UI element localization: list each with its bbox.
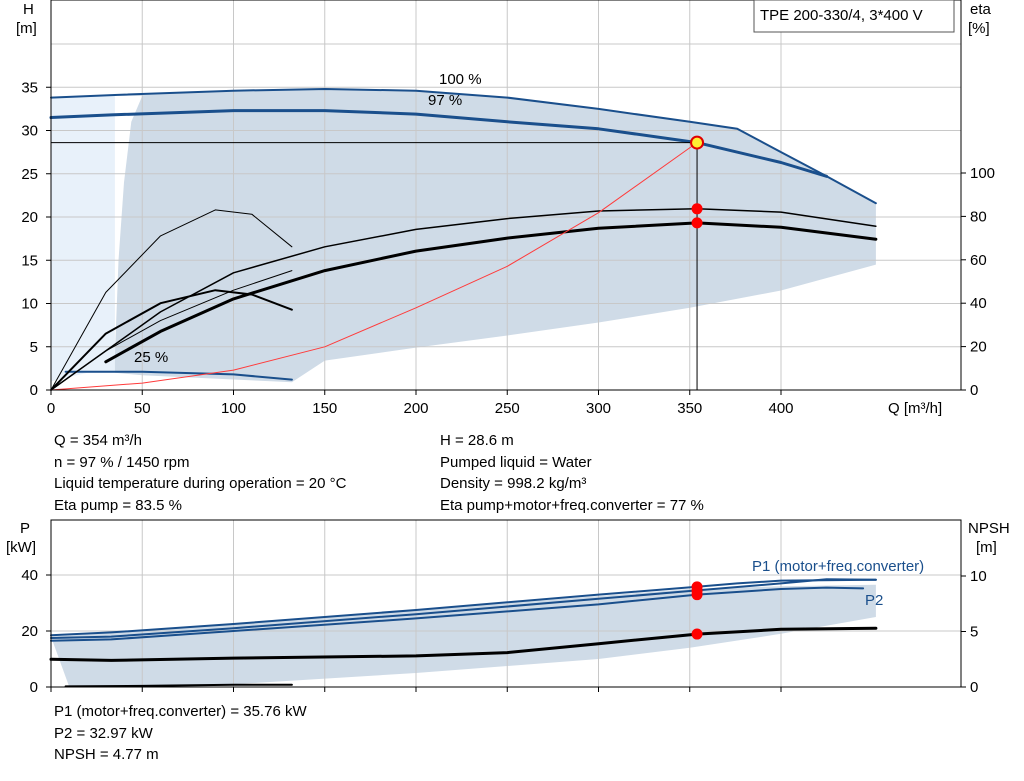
top-yr-tick-label-5: 100 bbox=[970, 165, 995, 182]
top-frame bbox=[50, 0, 962, 391]
info-block-right: H = 28.6 m Pumped liquid = Water Density… bbox=[440, 430, 704, 516]
top-y-tick-label-2: 10 bbox=[21, 296, 38, 313]
top-y-tick-label-0: 0 bbox=[30, 382, 38, 399]
top-y-tick-label-7: 35 bbox=[21, 79, 38, 96]
top-y-axis-label-2: [m] bbox=[16, 20, 37, 37]
top-x-tick-label-3: 150 bbox=[312, 400, 337, 417]
bottom-series-3 bbox=[49, 626, 878, 662]
top-x-axis-label: Q [m³/h] bbox=[888, 400, 942, 417]
info-density: Density = 998.2 kg/m³ bbox=[440, 475, 587, 492]
top-series-2 bbox=[64, 370, 293, 381]
top-y-tick-label-4: 20 bbox=[21, 209, 38, 226]
top-series-4 bbox=[104, 221, 878, 364]
info-eta-total: Eta pump+motor+freq.converter = 77 % bbox=[440, 496, 704, 514]
top-yr-axis-label-1: eta bbox=[970, 1, 992, 18]
top-series-7 bbox=[50, 270, 293, 391]
top-y-axis-label-1: H bbox=[23, 1, 34, 18]
bottom-yr-tick-label-1: 5 bbox=[970, 624, 978, 641]
bottom-y-tick-label-2: 40 bbox=[21, 567, 38, 584]
chart-title-box bbox=[753, 0, 955, 33]
info-liquid: Pumped liquid = Water bbox=[440, 453, 592, 471]
top-series-3 bbox=[50, 208, 877, 391]
info-speed: n = 97 % / 1450 rpm bbox=[54, 453, 190, 471]
info-p1: P1 (motor+freq.converter) = 35.76 kW bbox=[54, 703, 307, 720]
top-envelope bbox=[114, 89, 876, 383]
top-x-tick-label-0: 0 bbox=[47, 400, 55, 417]
label-25-percent: 25 % bbox=[134, 349, 168, 366]
info-block-left: Q = 354 m³/h n = 97 % / 1450 rpm Liquid … bbox=[54, 430, 346, 516]
top-yr-tick-label-0: 0 bbox=[970, 382, 978, 399]
bottom-frame bbox=[50, 519, 962, 688]
top-series-8 bbox=[50, 142, 698, 391]
top-yr-tick-label-2: 40 bbox=[970, 295, 987, 312]
top-series-6 bbox=[50, 289, 293, 391]
top-series-0 bbox=[50, 88, 877, 205]
bottom-series-4 bbox=[64, 683, 293, 688]
top-y-tick-label-3: 15 bbox=[21, 252, 38, 269]
top-y-tick-label-5: 25 bbox=[21, 166, 38, 183]
bottom-series-0 bbox=[50, 578, 877, 637]
bottom-y-axis-label-2: [kW] bbox=[6, 539, 36, 556]
top-yr-tick-label-3: 60 bbox=[970, 252, 987, 269]
chart-title: TPE 200-330/4, 3*400 V bbox=[760, 7, 923, 24]
npsh-marker-0 bbox=[691, 628, 703, 640]
top-x-tick-label-7: 350 bbox=[677, 400, 702, 417]
info-p2: P2 = 32.97 kW bbox=[54, 724, 153, 742]
top-yr-tick-label-4: 80 bbox=[970, 208, 987, 225]
label-p2: P2 bbox=[865, 592, 883, 609]
top-y-tick-label-1: 5 bbox=[30, 339, 38, 356]
info-npsh: NPSH = 4.77 m bbox=[54, 746, 159, 763]
top-yr-axis-label-2: [%] bbox=[968, 20, 990, 37]
duty-point-marker bbox=[690, 135, 705, 150]
bottom-yr-axis-label-2: [m] bbox=[976, 539, 997, 556]
top-envelope-light bbox=[51, 95, 115, 382]
info-flow: Q = 354 m³/h bbox=[54, 432, 142, 449]
bottom-yr-tick-label-0: 0 bbox=[970, 679, 978, 696]
top-x-tick-label-6: 300 bbox=[586, 400, 611, 417]
info-temperature: Liquid temperature during operation = 20… bbox=[54, 475, 347, 492]
bottom-y-tick-label-1: 20 bbox=[21, 623, 38, 640]
top-series-5 bbox=[50, 209, 293, 391]
top-x-tick-label-5: 250 bbox=[495, 400, 520, 417]
bottom-yr-tick-label-2: 10 bbox=[970, 568, 987, 585]
bottom-y-axis-label-1: P bbox=[20, 520, 30, 537]
top-y-tick-label-6: 30 bbox=[21, 123, 38, 140]
top-x-tick-label-1: 50 bbox=[134, 400, 151, 417]
label-p1: P1 (motor+freq.converter) bbox=[752, 558, 924, 575]
eta-marker-1 bbox=[691, 217, 703, 229]
info-block-bottom: P1 (motor+freq.converter) = 35.76 kW P2 … bbox=[54, 701, 307, 766]
bottom-series-2 bbox=[50, 586, 865, 642]
power-marker-mid bbox=[691, 585, 703, 597]
top-series-1 bbox=[49, 109, 829, 178]
top-yr-tick-label-1: 20 bbox=[970, 339, 987, 356]
top-x-tick-label-4: 200 bbox=[403, 400, 428, 417]
bottom-yr-axis-label-1: NPSH bbox=[968, 520, 1010, 537]
info-head: H = 28.6 m bbox=[440, 432, 514, 449]
top-x-tick-label-8: 400 bbox=[768, 400, 793, 417]
eta-marker-0 bbox=[691, 203, 703, 215]
label-100-percent: 100 % bbox=[439, 71, 482, 88]
bottom-envelope bbox=[51, 584, 876, 687]
bottom-series-1 bbox=[50, 578, 877, 639]
top-x-tick-label-2: 100 bbox=[221, 400, 246, 417]
info-eta-pump: Eta pump = 83.5 % bbox=[54, 496, 182, 514]
label-97-percent: 97 % bbox=[428, 92, 462, 109]
bottom-y-tick-label-0: 0 bbox=[30, 679, 38, 696]
